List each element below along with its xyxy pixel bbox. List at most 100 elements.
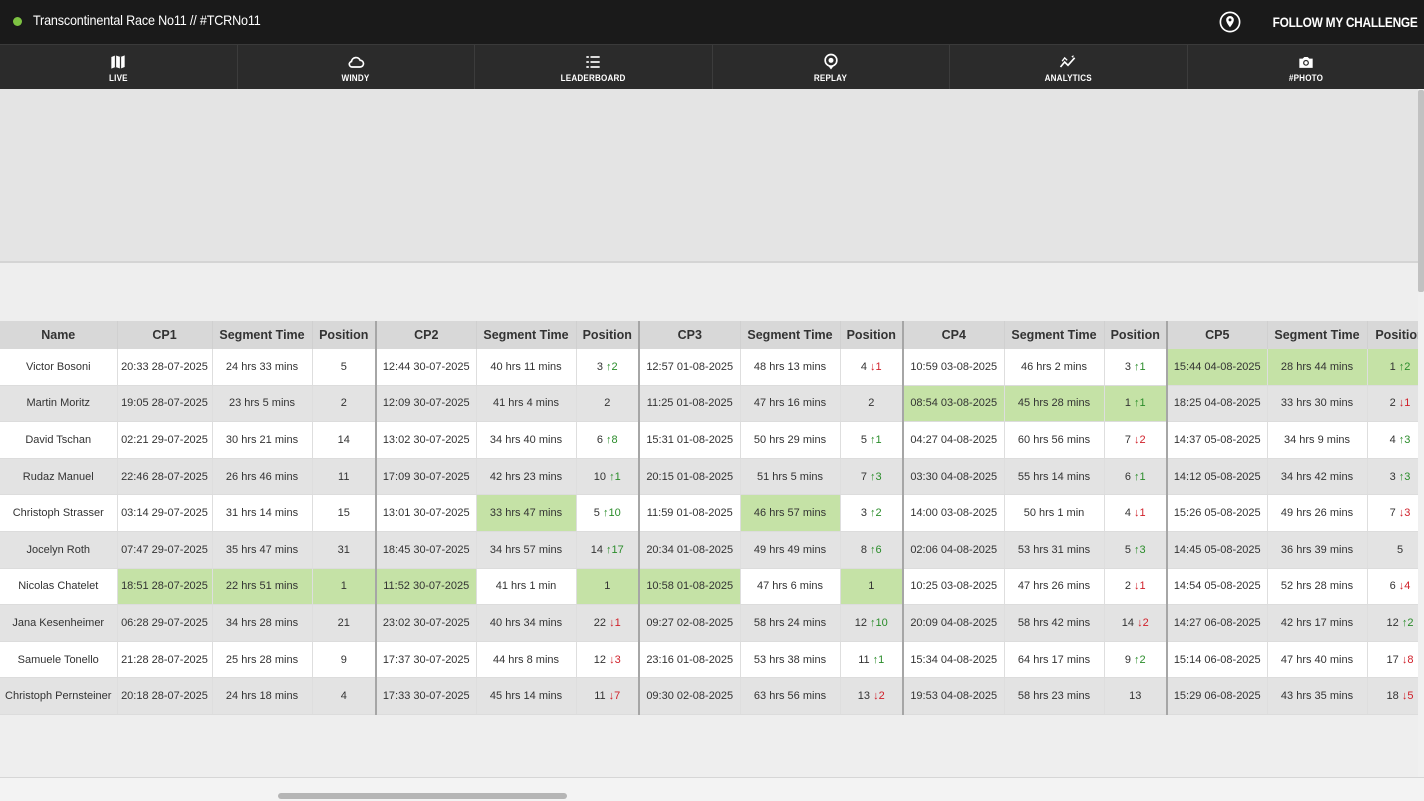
arrow-down-icon: ↓ [1134,433,1140,446]
column-header[interactable]: Position [1104,321,1168,349]
checkpoint-time: 14:27 06-08-2025 [1167,604,1268,642]
position-change-value: 3 [614,653,621,666]
table-row[interactable]: Victor Bosoni 20:33 28-07-2025 24 hrs 33 m… [0,349,1418,386]
table-row[interactable]: Jocelyn Roth 07:47 29-07-2025 35 hrs 47 mi… [0,531,1418,569]
checkpoint-time: 10:25 03-08-2025 [903,568,1005,606]
vertical-scrollbar[interactable] [1418,89,1424,777]
position-value: 9 [340,653,347,666]
position-up-indicator: ↑17 [606,544,624,556]
position-cell: 10 ↑1 [576,458,640,496]
column-header[interactable]: Segment Time [476,321,577,349]
checkpoint-time: 09:30 02-08-2025 [639,677,741,715]
table-row[interactable]: Jana Kesenheimer 06:28 29-07-2025 34 hrs 2… [0,604,1418,642]
column-header[interactable]: Segment Time [212,321,313,349]
segment-time: 34 hrs 42 mins [1267,458,1368,496]
rider-name: Jocelyn Roth [0,531,118,569]
nav-replay[interactable]: REPLAY [711,45,950,89]
nav-photo-label: #PHOTO [1288,72,1323,83]
nav-analytics[interactable]: ANALYTICS [949,45,1187,89]
column-header[interactable]: Position [576,321,640,349]
table-row[interactable]: Rudaz Manuel 22:46 28-07-2025 26 hrs 46 mi… [0,458,1418,496]
checkpoint-time: 23:02 30-07-2025 [376,604,477,642]
column-header[interactable]: Name [0,321,118,349]
column-header[interactable]: Segment Time [1267,321,1368,349]
position-value: 21 [337,616,350,629]
position-cell: 11 ↓7 [576,677,640,715]
segment-time: 52 hrs 28 mins [1267,568,1368,606]
segment-time: 24 hrs 33 mins [212,349,313,386]
checkpoint-time: 03:30 04-08-2025 [903,458,1005,496]
position-cell: 14 ↓2 [1104,604,1168,642]
position-cell: 8 ↑6 [840,531,904,569]
nav-windy[interactable]: WINDY [236,45,475,89]
position-cell: 17 ↓8 [1367,641,1418,679]
rider-name: Rudaz Manuel [0,458,118,496]
segment-time: 34 hrs 40 mins [476,421,577,459]
checkpoint-time: 20:15 01-08-2025 [639,458,741,496]
table-row[interactable]: Christoph Pernsteiner 20:18 28-07-2025 24 … [0,677,1418,715]
column-header[interactable]: CP5 [1167,321,1268,349]
horizontal-scrollbar[interactable] [0,777,1424,801]
table-row[interactable]: Martin Moritz 19:05 28-07-2025 23 hrs 5 mi… [0,385,1418,423]
segment-time: 63 hrs 56 mins [740,677,841,715]
segment-time: 41 hrs 4 mins [476,385,577,423]
horizontal-scroll-thumb[interactable] [278,793,567,799]
table-row[interactable]: Nicolas Chatelet 18:51 28-07-2025 22 hrs 5… [0,568,1418,606]
arrow-up-icon: ↑ [870,433,876,446]
position-value: 1 [868,580,875,593]
position-change-value: 2 [875,507,882,520]
segment-time: 25 hrs 28 mins [212,641,313,679]
leaderboard-table: Name CP1 Segment Time Position CP2 Segme… [0,321,1418,715]
position-down-indicator: ↓4 [1399,580,1411,592]
header-row: Name CP1 Segment Time Position CP2 Segme… [0,321,1418,349]
table-row[interactable]: David Tschan 02:21 29-07-2025 30 hrs 21 mi… [0,421,1418,459]
column-header[interactable]: Position [1367,321,1418,349]
segment-time: 34 hrs 9 mins [1267,421,1368,459]
arrow-down-icon: ↓ [1134,507,1140,520]
position-cell: 21 [312,604,377,642]
position-change-value: 2 [878,690,885,703]
position-change-value: 1 [878,653,885,666]
checkpoint-time: 10:59 03-08-2025 [903,349,1005,386]
position-value: 10 [593,470,607,483]
column-header[interactable]: Position [840,321,904,349]
arrow-down-icon: ↓ [1137,616,1143,629]
checkpoint-time: 17:09 30-07-2025 [376,458,477,496]
position-up-indicator: ↑2 [870,507,882,519]
nav-analytics-label: ANALYTICS [1044,72,1092,83]
position-cell: 4 ↓1 [840,349,904,386]
checkpoint-time: 02:21 29-07-2025 [117,421,213,459]
checkpoint-time: 13:01 30-07-2025 [376,494,477,532]
brand-logo[interactable]: FOLLOW MY CHALLENGE [1219,10,1418,34]
table-row[interactable]: Christoph Strasser 03:14 29-07-2025 31 hrs… [0,494,1418,532]
arrow-up-icon: ↑ [606,433,612,446]
position-value: 4 [340,690,347,703]
position-change-value: 1 [614,470,621,483]
segment-time: 22 hrs 51 mins [212,568,313,606]
position-value: 2 [1389,397,1396,410]
position-cell: 9 [312,641,377,679]
column-header[interactable]: CP3 [639,321,741,349]
nav-leaderboard[interactable]: LEADERBOARD [474,45,712,89]
segment-time: 49 hrs 26 mins [1267,494,1368,532]
camera-icon [1299,56,1313,68]
analytics-icon [1060,54,1076,68]
column-header[interactable]: CP4 [903,321,1005,349]
column-header[interactable]: Segment Time [740,321,841,349]
column-header[interactable]: CP2 [376,321,477,349]
table-row[interactable]: Samuele Tonello 21:28 28-07-2025 25 hrs 28… [0,641,1418,679]
vertical-scroll-thumb[interactable] [1418,90,1424,292]
column-header[interactable]: Segment Time [1004,321,1105,349]
position-up-indicator: ↑2 [606,361,618,373]
location-pin-icon [1219,11,1241,33]
position-value: 22 [593,616,607,629]
column-header[interactable]: CP1 [117,321,213,349]
position-down-indicator: ↓1 [1399,397,1411,409]
nav-live[interactable]: LIVE [0,45,237,89]
position-change-value: 5 [1407,690,1414,703]
segment-time: 41 hrs 1 min [476,568,577,606]
position-change-value: 1 [1139,360,1146,373]
nav-photo[interactable]: #PHOTO [1186,45,1424,89]
column-header[interactable]: Position [312,321,377,349]
rider-name: Victor Bosoni [0,349,118,386]
